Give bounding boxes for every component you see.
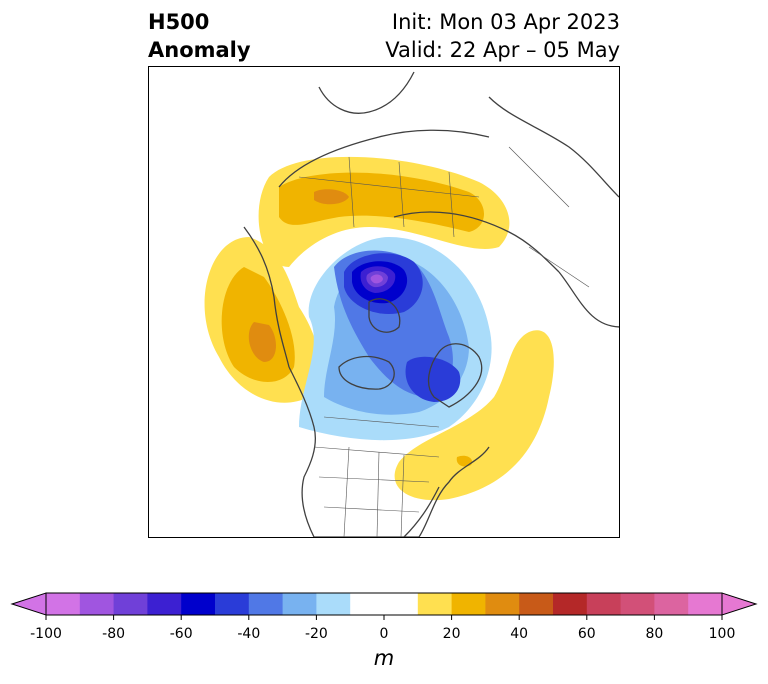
ridge-siberia-arctic xyxy=(258,156,510,267)
chart-title-left: H500 Anomaly xyxy=(148,8,251,64)
ridge-western-atlantic xyxy=(394,330,554,501)
colorbar-segment xyxy=(350,593,419,615)
colorbar-segment xyxy=(451,593,486,615)
init-date-label: Init: Mon 03 Apr 2023 xyxy=(391,10,620,34)
colorbar-segment xyxy=(519,593,554,615)
colorbar-tick-label: 20 xyxy=(442,626,461,642)
anomaly-map xyxy=(148,66,620,538)
ridge-western-north-america xyxy=(204,237,320,403)
colorbar-segment xyxy=(113,593,148,615)
low-arctic-ocean xyxy=(344,253,423,315)
colorbar-segment xyxy=(688,593,723,615)
colorbar-tick-label: -20 xyxy=(304,626,328,642)
colorbar-segment xyxy=(654,593,689,615)
political-borders xyxy=(298,146,590,537)
colorbar-segment xyxy=(282,593,317,615)
colorbar-ticks xyxy=(45,615,723,620)
colorbar-tick-label: 60 xyxy=(577,626,596,642)
low-hudson-bay-labrador xyxy=(405,356,461,402)
colorbar-tick-label: 40 xyxy=(510,626,529,642)
colorbar-under-arrow xyxy=(10,592,47,616)
colorbar-segment xyxy=(215,593,250,615)
colorbar-over-arrow xyxy=(721,592,758,616)
colorbar-tick-label: -80 xyxy=(102,626,126,642)
colorbar-segment xyxy=(79,593,115,615)
colorbar-segments xyxy=(46,593,723,615)
colorbar-tick-label: 80 xyxy=(645,626,664,642)
colorbar-segment xyxy=(181,593,216,615)
map-canvas xyxy=(204,71,619,537)
chart-title-right: Init: Mon 03 Apr 2023 Valid: 22 Apr – 05… xyxy=(385,8,620,64)
colorbar-segment xyxy=(586,593,622,615)
colorbar-tick-label: -60 xyxy=(169,626,193,642)
colorbar-segment xyxy=(248,593,284,615)
colorbar-tick-label: 100 xyxy=(708,626,736,642)
colorbar-tick-label: -40 xyxy=(237,626,261,642)
title-quantity: Anomaly xyxy=(148,38,251,62)
colorbar-segment xyxy=(417,593,453,615)
colorbar-segment xyxy=(485,593,520,615)
colorbar-segment xyxy=(316,593,351,615)
colorbar-tick-label: 0 xyxy=(379,626,389,642)
colorbar-segment xyxy=(553,593,588,615)
colorbar-unit-label: m xyxy=(373,646,395,670)
colorbar-segment xyxy=(46,593,81,615)
valid-range-label: Valid: 22 Apr – 05 May xyxy=(385,38,620,62)
colorbar xyxy=(10,592,758,620)
colorbar-segment xyxy=(620,593,655,615)
colorbar-segment xyxy=(147,593,182,615)
colorbar-tick-label: -100 xyxy=(30,626,62,642)
title-variable: H500 xyxy=(148,10,210,34)
coastlines xyxy=(243,71,619,537)
